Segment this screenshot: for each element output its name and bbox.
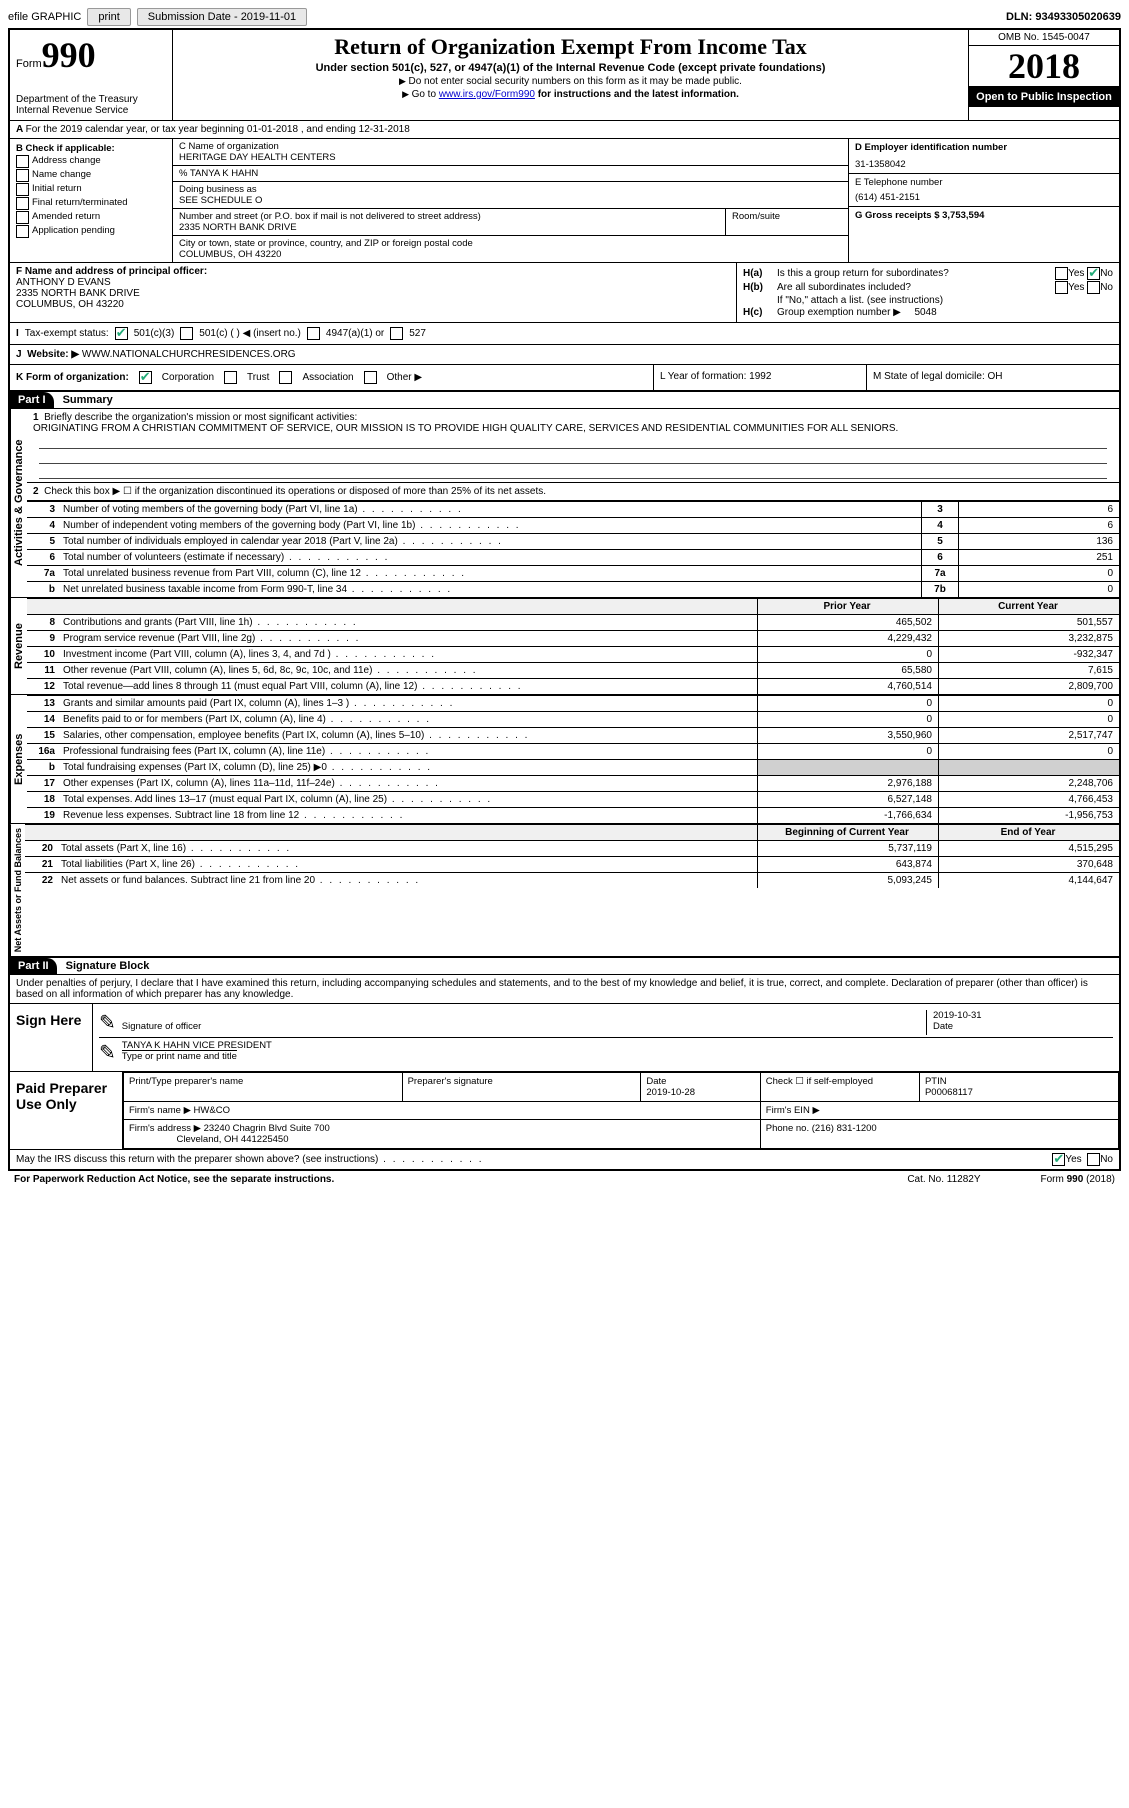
chk-corp[interactable]: [139, 371, 152, 384]
section-bcd: B Check if applicable: Address change Na…: [10, 139, 1119, 263]
open-inspection: Open to Public Inspection: [969, 87, 1119, 107]
dba: SEE SCHEDULE O: [179, 195, 842, 206]
city: COLUMBUS, OH 43220: [179, 249, 842, 260]
topbar: efile GRAPHIC print Submission Date - 20…: [8, 8, 1121, 26]
ptin: P00068117: [925, 1087, 973, 1098]
mission: ORIGINATING FROM A CHRISTIAN COMMITMENT …: [33, 423, 898, 434]
row-j: J Website: ▶ WWW.NATIONALCHURCHRESIDENCE…: [10, 345, 1119, 365]
street: 2335 NORTH BANK DRIVE: [179, 222, 719, 233]
note-goto: Go to www.irs.gov/Form990 for instructio…: [179, 89, 962, 100]
note-ssn: Do not enter social security numbers on …: [179, 76, 962, 87]
discuss-row: May the IRS discuss this return with the…: [10, 1150, 1119, 1169]
telephone: (614) 451-2151: [855, 192, 1113, 203]
chk-app-pending[interactable]: [16, 225, 29, 238]
col-f: F Name and address of principal officer:…: [10, 263, 737, 322]
firm-name: HW&CO: [194, 1105, 230, 1116]
irs-link[interactable]: www.irs.gov/Form990: [439, 89, 535, 100]
row-i: I Tax-exempt status: 501(c)(3) 501(c) ( …: [10, 323, 1119, 345]
ha-no[interactable]: [1087, 267, 1100, 280]
form-990: Form 990 Department of the Treasury Inte…: [8, 28, 1121, 1171]
dln-label: DLN: 93493305020639: [1006, 11, 1121, 23]
part2-header: Part II Signature Block: [10, 958, 1119, 975]
col-d: D Employer identification number 31-1358…: [848, 139, 1119, 262]
net-table: Beginning of Current YearEnd of Year20To…: [25, 824, 1119, 888]
discuss-yes[interactable]: [1052, 1153, 1065, 1166]
website: WWW.NATIONALCHURCHRESIDENCES.ORG: [82, 349, 296, 360]
tax-year: 2018: [969, 46, 1119, 87]
omb-number: OMB No. 1545-0047: [969, 30, 1119, 46]
chk-trust[interactable]: [224, 371, 237, 384]
sign-here-row: Sign Here ✎ Signature of officer 2019-10…: [10, 1004, 1119, 1072]
paid-preparer: Paid Preparer Use Only Print/Type prepar…: [10, 1072, 1119, 1150]
pen-icon: ✎: [99, 1010, 116, 1035]
chk-501c3[interactable]: [115, 327, 128, 340]
rev-table: Prior YearCurrent Year8Contributions and…: [27, 598, 1119, 694]
col-h: H(a)Is this a group return for subordina…: [737, 263, 1119, 322]
row-k: K Form of organization: Corporation Trus…: [10, 365, 1119, 392]
chk-address-change[interactable]: [16, 155, 29, 168]
officer-name: ANTHONY D EVANS: [16, 277, 111, 288]
part1-net: Net Assets or Fund Balances Beginning of…: [10, 824, 1119, 958]
dept-treasury: Department of the Treasury Internal Reve…: [16, 94, 166, 116]
chk-other[interactable]: [364, 371, 377, 384]
chk-assoc[interactable]: [279, 371, 292, 384]
part1-rev: Revenue Prior YearCurrent Year8Contribut…: [10, 598, 1119, 695]
gov-table: 3Number of voting members of the governi…: [27, 501, 1119, 597]
form-word: Form: [16, 58, 42, 70]
header-right: OMB No. 1545-0047 2018 Open to Public In…: [968, 30, 1119, 120]
form-header: Form 990 Department of the Treasury Inte…: [10, 30, 1119, 121]
row-a: A For the 2019 calendar year, or tax yea…: [10, 121, 1119, 139]
chk-final-return[interactable]: [16, 197, 29, 210]
org-name: HERITAGE DAY HEALTH CENTERS: [179, 152, 842, 163]
header-center: Return of Organization Exempt From Incom…: [173, 30, 968, 120]
group-exemption: 5048: [914, 307, 936, 318]
part1-exp: Expenses 13Grants and similar amounts pa…: [10, 695, 1119, 824]
col-b: B Check if applicable: Address change Na…: [10, 139, 173, 262]
submission-date-button[interactable]: Submission Date - 2019-11-01: [137, 8, 307, 26]
year-formation: L Year of formation: 1992: [653, 365, 866, 390]
form-title: Return of Organization Exempt From Incom…: [179, 34, 962, 60]
discuss-no[interactable]: [1087, 1153, 1100, 1166]
exp-table: 13Grants and similar amounts paid (Part …: [27, 695, 1119, 823]
page-footer: For Paperwork Reduction Act Notice, see …: [8, 1171, 1121, 1188]
form-number: 990: [42, 34, 96, 76]
chk-4947[interactable]: [307, 327, 320, 340]
ha-yes[interactable]: [1055, 267, 1068, 280]
firm-phone: (216) 831-1200: [812, 1123, 877, 1134]
chk-501c[interactable]: [180, 327, 193, 340]
part1-gov: Activities & Governance 1 Briefly descri…: [10, 409, 1119, 598]
pen-icon: ✎: [99, 1040, 116, 1065]
chk-amended[interactable]: [16, 211, 29, 224]
gross-receipts: G Gross receipts $ 3,753,594: [849, 207, 1119, 224]
hb-no[interactable]: [1087, 281, 1100, 294]
sig-declaration: Under penalties of perjury, I declare th…: [10, 975, 1119, 1004]
care-of: % TANYA K HAHN: [173, 166, 848, 182]
state-domicile: M State of legal domicile: OH: [866, 365, 1119, 390]
chk-name-change[interactable]: [16, 169, 29, 182]
part1-header: Part I Summary: [10, 392, 1119, 409]
form-subtitle: Under section 501(c), 527, or 4947(a)(1)…: [179, 62, 962, 74]
header-left: Form 990 Department of the Treasury Inte…: [10, 30, 173, 120]
chk-initial-return[interactable]: [16, 183, 29, 196]
efile-label: efile GRAPHIC: [8, 11, 81, 23]
ein: 31-1358042: [855, 159, 1113, 170]
col-c: C Name of organization HERITAGE DAY HEAL…: [173, 139, 848, 262]
hb-yes[interactable]: [1055, 281, 1068, 294]
section-fh: F Name and address of principal officer:…: [10, 263, 1119, 323]
chk-527[interactable]: [390, 327, 403, 340]
print-button[interactable]: print: [87, 8, 130, 26]
